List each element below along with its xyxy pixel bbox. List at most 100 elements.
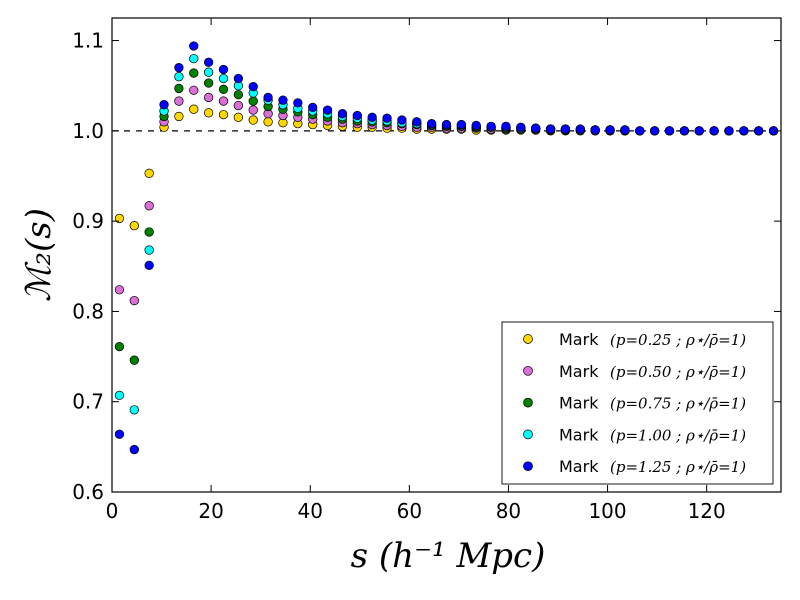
legend-item: Mark (p=0.75 ; ρ⋆/ρ̄=1)	[523, 394, 746, 413]
data-point	[129, 295, 139, 306]
data-point	[575, 124, 585, 134]
data-point	[248, 81, 258, 92]
legend-box	[501, 321, 774, 485]
x-tick-label: 0	[106, 499, 119, 523]
data-point	[159, 100, 169, 110]
data-point	[144, 260, 154, 271]
data-point	[456, 119, 467, 130]
legend-item: Mark (p=0.25 ; ρ⋆/ρ̄=1)	[523, 330, 746, 349]
legend-item: Mark (p=1.00 ; ρ⋆/ρ̄=1)	[523, 425, 746, 444]
data-point	[114, 213, 125, 224]
legend-param: (p=0.25 ; ρ⋆/ρ̄=1)	[610, 331, 746, 349]
data-point	[293, 98, 303, 108]
data-point	[441, 119, 452, 130]
data-point	[129, 444, 139, 455]
legend-marker	[523, 397, 533, 408]
data-point	[337, 109, 348, 119]
data-point	[203, 57, 214, 67]
data-point	[709, 126, 719, 136]
data-point	[233, 73, 244, 84]
y-tick-label: 0.6	[72, 480, 104, 504]
legend-param: (p=0.50 ; ρ⋆/ρ̄=1)	[610, 363, 746, 381]
data-point	[114, 285, 125, 295]
data-point	[560, 124, 571, 134]
legend-item: Mark (p=1.25 ; ρ⋆/ρ̄=1)	[523, 457, 746, 476]
data-point	[679, 126, 690, 136]
data-point	[322, 105, 333, 115]
y-tick-label: 0.7	[72, 390, 104, 414]
data-point	[531, 123, 541, 133]
x-tick-label: 40	[297, 499, 322, 523]
data-point	[189, 104, 199, 114]
data-point	[218, 84, 229, 94]
data-point	[545, 124, 556, 134]
x-tick-label: 60	[397, 499, 422, 523]
series-5	[114, 41, 779, 455]
legend-marker	[523, 334, 533, 344]
data-point	[233, 100, 244, 111]
data-point	[635, 126, 645, 136]
data-point	[189, 53, 199, 64]
legend-label: Mark	[559, 457, 599, 476]
data-point	[367, 112, 377, 122]
y-tick-label: 0.8	[72, 299, 104, 323]
data-point	[129, 355, 139, 365]
data-point	[620, 125, 630, 135]
data-point	[426, 118, 437, 129]
legend-label: Mark	[559, 425, 599, 444]
data-point	[218, 109, 229, 120]
data-point	[129, 221, 139, 231]
data-point	[174, 72, 184, 82]
data-point	[501, 121, 511, 131]
data-point	[724, 126, 734, 136]
data-point	[590, 125, 600, 135]
legend-param: (p=0.75 ; ρ⋆/ρ̄=1)	[610, 395, 746, 413]
data-point	[486, 121, 496, 131]
data-point	[649, 126, 660, 136]
data-point	[114, 341, 125, 352]
data-point	[174, 63, 184, 73]
data-point	[233, 112, 244, 122]
data-point	[129, 405, 139, 415]
legend: Mark (p=0.25 ; ρ⋆/ρ̄=1) Mark (p=0.50 ; ρ⋆/ρ…	[501, 321, 774, 485]
data-point	[754, 126, 764, 136]
x-tick-label: 100	[588, 499, 626, 523]
data-point	[352, 110, 362, 121]
data-point	[308, 102, 318, 113]
data-point	[263, 92, 273, 103]
data-point	[114, 390, 125, 401]
data-point	[203, 67, 214, 77]
data-point	[233, 90, 244, 100]
data-point	[189, 68, 199, 78]
legend-label: Mark	[559, 362, 599, 381]
data-point	[248, 96, 258, 106]
legend-param: (p=1.25 ; ρ⋆/ρ̄=1)	[610, 458, 746, 476]
data-point	[278, 95, 288, 105]
data-point	[694, 126, 704, 136]
legend-marker	[523, 461, 533, 472]
data-point	[382, 113, 392, 123]
x-tick-label: 120	[688, 499, 726, 523]
data-point	[739, 126, 749, 136]
x-axis-label: s (h⁻¹ Mpc)	[351, 536, 546, 576]
data-point	[218, 64, 229, 75]
x-tick-label: 80	[496, 499, 521, 523]
data-point	[174, 96, 184, 106]
data-point	[218, 73, 229, 84]
data-point	[263, 117, 273, 127]
data-point	[203, 92, 214, 103]
axes-frame	[111, 17, 782, 493]
data-point	[412, 117, 422, 127]
data-point	[189, 41, 199, 51]
legend-marker	[523, 429, 533, 440]
data-point	[248, 105, 258, 115]
data-point	[203, 78, 214, 88]
data-point	[114, 429, 125, 439]
legend-marker	[523, 365, 533, 376]
data-point	[144, 168, 154, 178]
y-tick-label: 1.1	[72, 29, 104, 53]
x-tick-label: 20	[198, 499, 223, 523]
axis-ticks: 0 20 40 60 80 100 120 0.6 0.7 0.8 0.9 1.0 1.1	[72, 18, 781, 523]
data-point	[144, 201, 154, 211]
